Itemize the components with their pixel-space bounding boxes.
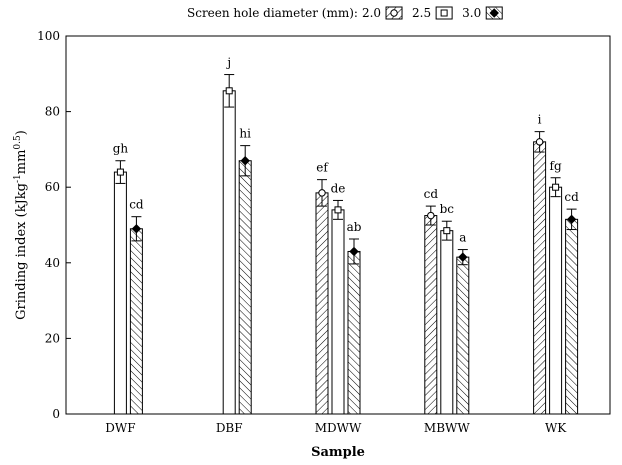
significance-letter: cd — [564, 190, 579, 204]
y-tick-label: 40 — [45, 256, 60, 270]
significance-letter: gh — [113, 142, 129, 156]
x-tick-label: WK — [545, 421, 567, 435]
significance-letter: cd — [424, 187, 439, 201]
legend-prefix: Screen hole diameter (mm): — [187, 6, 358, 20]
legend: Screen hole diameter (mm): 2.0 2.5 3.0 — [187, 6, 503, 20]
bar — [113, 171, 127, 415]
y-axis-title-sup1: -1 — [13, 174, 23, 183]
bar — [222, 90, 236, 415]
significance-letter: fg — [550, 159, 562, 173]
significance-letter: cd — [129, 198, 144, 212]
bar — [129, 228, 143, 415]
legend-items: 2.0 2.5 3.0 — [362, 6, 503, 20]
significance-letter: j — [225, 56, 231, 70]
bar-marker — [443, 227, 451, 235]
significance-letter: bc — [440, 202, 455, 216]
y-axis-title-mid: mm — [14, 150, 29, 175]
bar — [533, 141, 547, 415]
bar-marker — [318, 189, 326, 197]
x-axis-title: Sample — [311, 445, 365, 460]
bar-marker — [116, 168, 124, 176]
y-axis: 0 20 40 60 80 100 — [37, 29, 71, 421]
bar-marker — [552, 183, 560, 191]
legend-marker — [390, 9, 398, 17]
bar — [440, 230, 454, 415]
bar-marker — [131, 224, 142, 234]
bar-marker — [566, 214, 577, 225]
significance-letter: hi — [239, 127, 251, 141]
bar — [424, 215, 438, 415]
significance-letter: de — [331, 181, 346, 195]
bar-marker — [240, 156, 250, 166]
bar — [565, 218, 579, 415]
bar-marker — [334, 206, 342, 214]
legend-marker — [440, 9, 448, 17]
legend-label: 3.0 — [462, 6, 481, 20]
y-tick-label: 60 — [45, 180, 60, 194]
bar-marker — [349, 246, 359, 257]
significance-letter: ef — [316, 161, 329, 175]
y-tick-label: 0 — [52, 407, 60, 421]
legend-label: 2.5 — [412, 6, 431, 20]
x-tick-label: MBWW — [424, 421, 470, 435]
y-tick-label: 80 — [45, 105, 60, 119]
x-tick-label: MDWW — [315, 421, 362, 435]
y-axis-title: Grinding index (kJkg-1mm0.5) — [13, 130, 29, 320]
bar-marker — [225, 87, 233, 95]
bar — [331, 209, 345, 415]
bar — [456, 256, 470, 415]
bar — [315, 192, 329, 415]
bar-marker — [427, 211, 435, 220]
y-axis-title-main: Grinding index (kJkg — [14, 183, 29, 320]
significance-letter: i — [538, 113, 542, 127]
significance-letter: ab — [347, 220, 362, 234]
bar — [238, 160, 252, 415]
bar-marker — [458, 252, 468, 262]
y-tick-label: 100 — [37, 29, 60, 43]
legend-marker — [489, 8, 499, 18]
x-tick-label: DBF — [216, 421, 243, 435]
x-tick-label: DWF — [105, 421, 135, 435]
y-axis-title-end: ) — [14, 130, 29, 135]
bar — [549, 186, 563, 415]
y-axis-title-sup2: 0.5 — [13, 135, 23, 150]
legend-label: 2.0 — [362, 6, 381, 20]
bar-marker — [535, 138, 544, 146]
x-axis: DWF DBF MDWW MBWW WK — [105, 409, 567, 435]
y-tick-label: 20 — [45, 331, 60, 345]
significance-letter: a — [459, 231, 466, 245]
bar — [347, 250, 361, 415]
